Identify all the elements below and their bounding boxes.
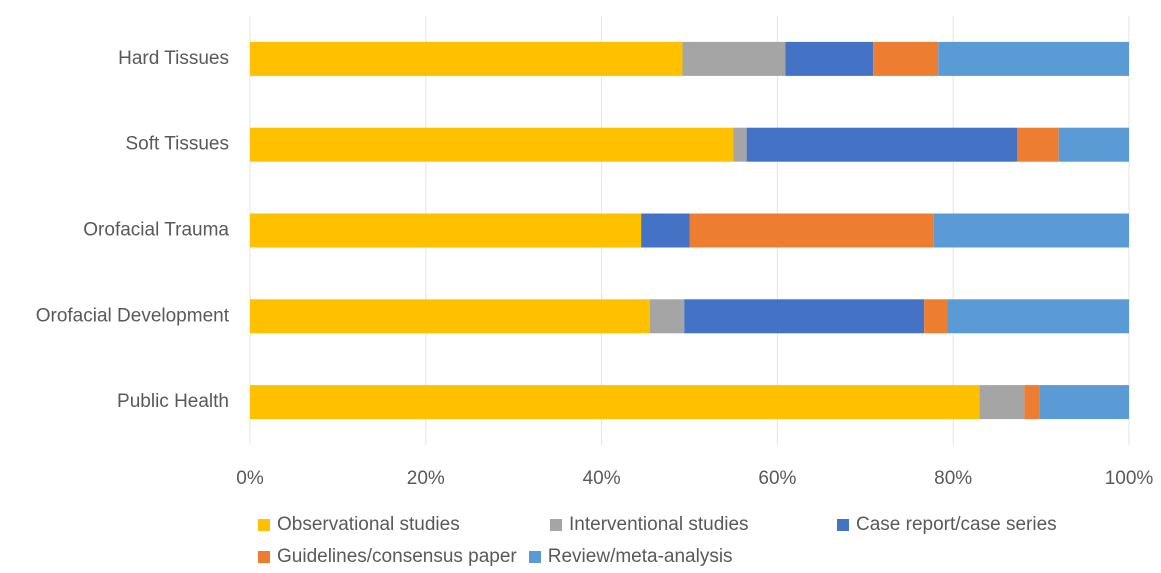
bar-soft-tissues-review-meta-analysis bbox=[1058, 127, 1129, 162]
bar-orofacial-development-review-meta-analysis bbox=[947, 299, 1129, 334]
legend-row-1: Observational studies Interventional stu… bbox=[258, 509, 1138, 541]
bar-hard-tissues-interventional-studies bbox=[682, 41, 786, 76]
legend-item-interventional: Interventional studies bbox=[550, 514, 837, 536]
legend: Observational studies Interventional stu… bbox=[258, 509, 1138, 573]
x-tick-label-1: 20% bbox=[407, 468, 445, 489]
x-tick-label-0: 0% bbox=[236, 468, 264, 489]
bar-hard-tissues-guidelines-consensus-paper bbox=[873, 41, 939, 76]
legend-item-guidelines: Guidelines/consensus paper bbox=[258, 546, 517, 568]
category-label-public-health: Public Health bbox=[117, 391, 229, 412]
bar-orofacial-development-interventional-studies bbox=[649, 299, 685, 334]
bar-hard-tissues-observational-studies bbox=[250, 41, 683, 76]
bar-orofacial-development-observational-studies bbox=[250, 299, 650, 334]
bar-hard-tissues-review-meta-analysis bbox=[938, 41, 1129, 76]
bar-orofacial-trauma-observational-studies bbox=[250, 213, 642, 248]
bar-hard-tissues-case-report-case-series bbox=[785, 41, 874, 76]
legend-label-guidelines: Guidelines/consensus paper bbox=[277, 546, 517, 567]
bar-soft-tissues-interventional-studies bbox=[733, 127, 747, 162]
legend-swatch-interventional bbox=[550, 519, 562, 531]
category-label-orofacial-development: Orofacial Development bbox=[36, 305, 230, 326]
bar-orofacial-trauma-review-meta-analysis bbox=[933, 213, 1129, 248]
bar-public-health-guidelines-consensus-paper bbox=[1024, 385, 1040, 420]
legend-label-review: Review/meta-analysis bbox=[547, 546, 733, 567]
legend-item-observational: Observational studies bbox=[258, 514, 550, 536]
bars bbox=[250, 41, 1129, 420]
bar-public-health-interventional-studies bbox=[979, 385, 1025, 420]
legend-swatch-review bbox=[528, 551, 541, 563]
legend-label-case-report: Case report/case series bbox=[856, 514, 1057, 535]
x-axis-tick-labels: 0% 20% 40% 60% 80% 100% bbox=[236, 468, 1153, 489]
x-tick-label-4: 80% bbox=[934, 468, 972, 489]
bar-orofacial-development-guidelines-consensus-paper bbox=[924, 299, 948, 334]
category-label-soft-tissues: Soft Tissues bbox=[126, 134, 230, 155]
category-labels: Hard Tissues Soft Tissues Orofacial Trauma… bbox=[36, 48, 230, 412]
bar-soft-tissues-guidelines-consensus-paper bbox=[1017, 127, 1059, 162]
bar-orofacial-trauma-guidelines-consensus-paper bbox=[689, 213, 934, 248]
bar-orofacial-development-case-report-case-series bbox=[684, 299, 925, 334]
legend-swatch-case-report bbox=[837, 519, 849, 531]
legend-label-interventional: Interventional studies bbox=[569, 514, 749, 535]
legend-row-2: Guidelines/consensus paper Review/meta-a… bbox=[258, 541, 1138, 573]
category-label-orofacial-trauma: Orofacial Trauma bbox=[83, 220, 229, 241]
bar-soft-tissues-case-report-case-series bbox=[746, 127, 1018, 162]
bar-public-health-observational-studies bbox=[250, 385, 980, 420]
category-label-hard-tissues: Hard Tissues bbox=[118, 48, 229, 69]
bar-soft-tissues-observational-studies bbox=[250, 127, 734, 162]
x-tick-label-3: 60% bbox=[758, 468, 796, 489]
x-tick-label-2: 40% bbox=[583, 468, 621, 489]
legend-item-case-report: Case report/case series bbox=[837, 514, 1057, 536]
legend-swatch-guidelines bbox=[258, 551, 270, 563]
bar-orofacial-trauma-case-report-case-series bbox=[641, 213, 690, 248]
legend-swatch-observational bbox=[258, 519, 270, 531]
bar-public-health-review-meta-analysis bbox=[1039, 385, 1129, 420]
legend-item-review: Review/meta-analysis bbox=[528, 546, 733, 568]
x-tick-label-5: 100% bbox=[1105, 468, 1154, 489]
stacked-bar-chart: Hard Tissues Soft Tissues Orofacial Trauma… bbox=[36, 16, 1153, 489]
legend-label-observational: Observational studies bbox=[277, 514, 460, 535]
